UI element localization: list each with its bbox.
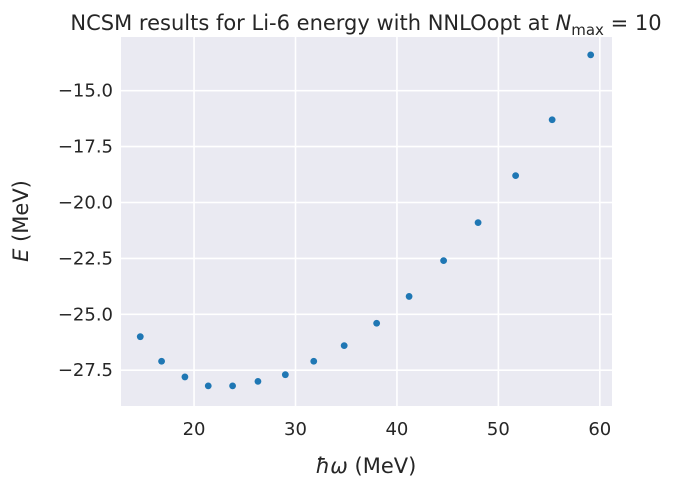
chart-title: NCSM results for Li-6 energy with NNLOop…: [70, 11, 661, 39]
data-point: [310, 357, 318, 365]
y-tick-label: −22.5: [58, 248, 113, 269]
data-point: [254, 378, 262, 385]
y-tick-label: −20.0: [58, 192, 113, 213]
y-tick-label: −27.5: [58, 360, 113, 381]
data-point: [136, 333, 144, 341]
data-point: [405, 293, 413, 300]
x-tick-label: 40: [385, 419, 408, 440]
x-tick-label: 20: [183, 419, 206, 440]
data-point: [181, 373, 189, 381]
data-point: [204, 382, 212, 390]
x-tick-labels: 20 30 40 50 60: [183, 419, 612, 440]
data-point: [229, 382, 236, 390]
data-point: [440, 257, 447, 265]
data-point: [587, 51, 595, 59]
data-point: [512, 172, 520, 180]
y-tick-label: −25.0: [58, 304, 113, 325]
data-points: [136, 51, 595, 390]
data-point: [281, 371, 289, 379]
y-tick-labels: −15.0 −17.5 −20.0 −22.5 −25.0 −27.5: [58, 81, 113, 382]
plot-background: [121, 37, 612, 406]
x-tick-label: 30: [284, 419, 307, 440]
y-tick-label: −15.0: [58, 81, 113, 102]
y-tick-label: −17.5: [58, 137, 113, 158]
y-axis-label: E (MeV): [9, 180, 33, 262]
data-point: [158, 357, 165, 365]
data-point: [373, 319, 381, 327]
data-point: [548, 116, 556, 124]
x-axis-label: ħω (MeV): [316, 454, 417, 478]
grid-lines: [121, 37, 612, 406]
data-point: [340, 342, 348, 350]
x-tick-label: 60: [588, 419, 611, 440]
data-point: [474, 219, 482, 227]
x-tick-label: 50: [487, 419, 510, 440]
